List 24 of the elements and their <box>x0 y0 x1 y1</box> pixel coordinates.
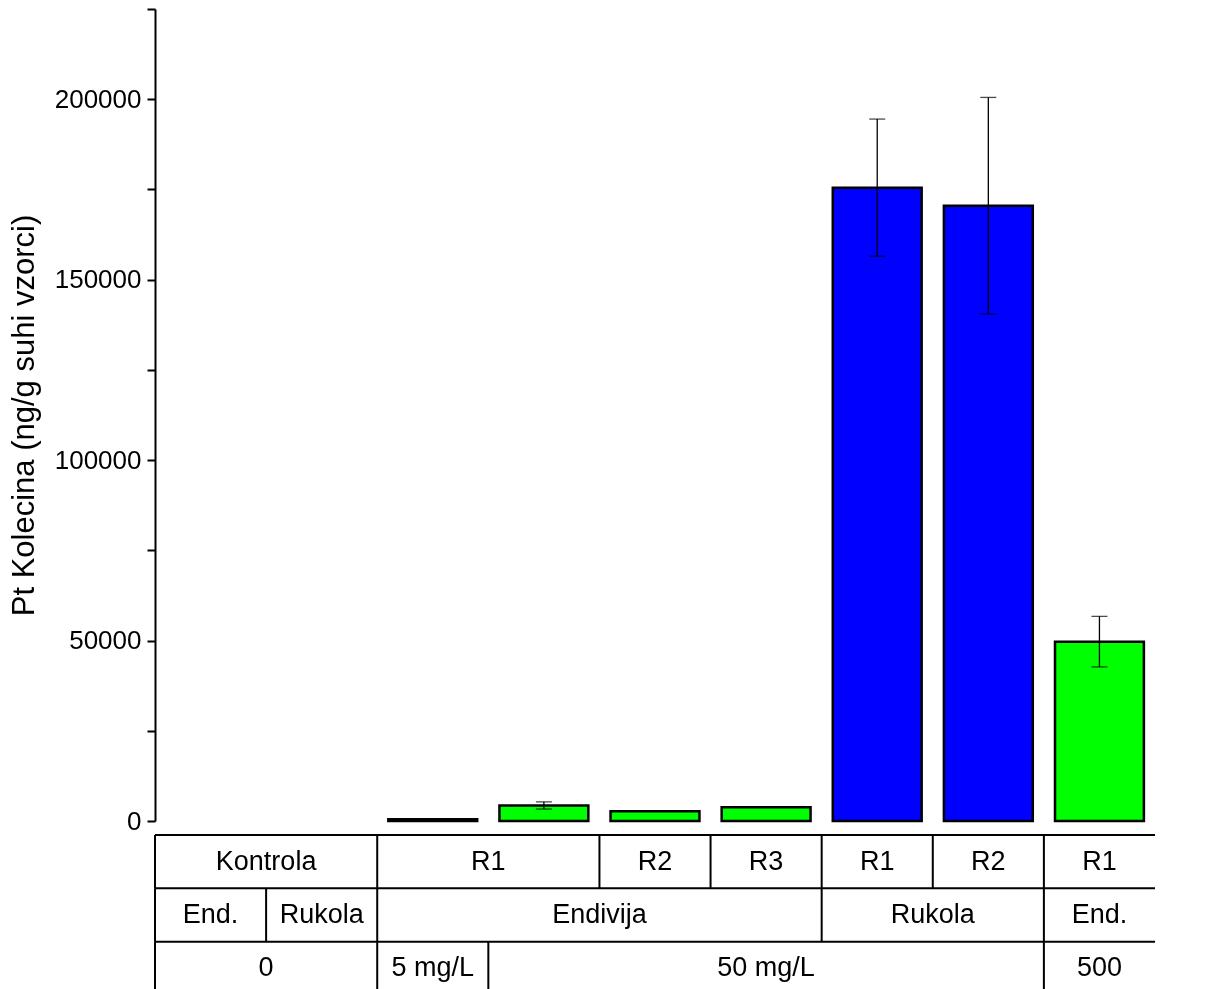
text: Rukola <box>890 899 976 929</box>
x-tick-label: R2 <box>971 845 1006 876</box>
bar <box>498 804 590 823</box>
text: Rukola <box>279 899 365 929</box>
text: End. <box>182 899 239 929</box>
x-tick-label: R2 <box>637 845 673 876</box>
x-tick-label: R3 <box>748 845 784 876</box>
bar <box>609 810 701 823</box>
text: 500 <box>1076 952 1122 983</box>
text: 0 <box>258 952 274 983</box>
text: Kontrola <box>215 845 318 876</box>
x-tick-label: R1 <box>1082 845 1117 876</box>
y-axis-title: Pt Kolecina (ng/g suhi vzorci) <box>5 214 41 617</box>
text: Endivija <box>552 899 648 929</box>
text: 50 mg/L <box>717 952 815 983</box>
y-tick-label: 100000 <box>54 444 142 475</box>
text: 5 mg/L <box>391 952 475 983</box>
y-tick-label: 150000 <box>54 264 142 295</box>
x-tick-label: R1 <box>859 845 895 876</box>
y-tick-label: 200000 <box>54 83 142 114</box>
text: End. <box>1071 899 1128 929</box>
y-tick-label: 0 <box>127 805 142 836</box>
bar <box>720 806 812 823</box>
y-tick-label: 50000 <box>69 625 142 656</box>
